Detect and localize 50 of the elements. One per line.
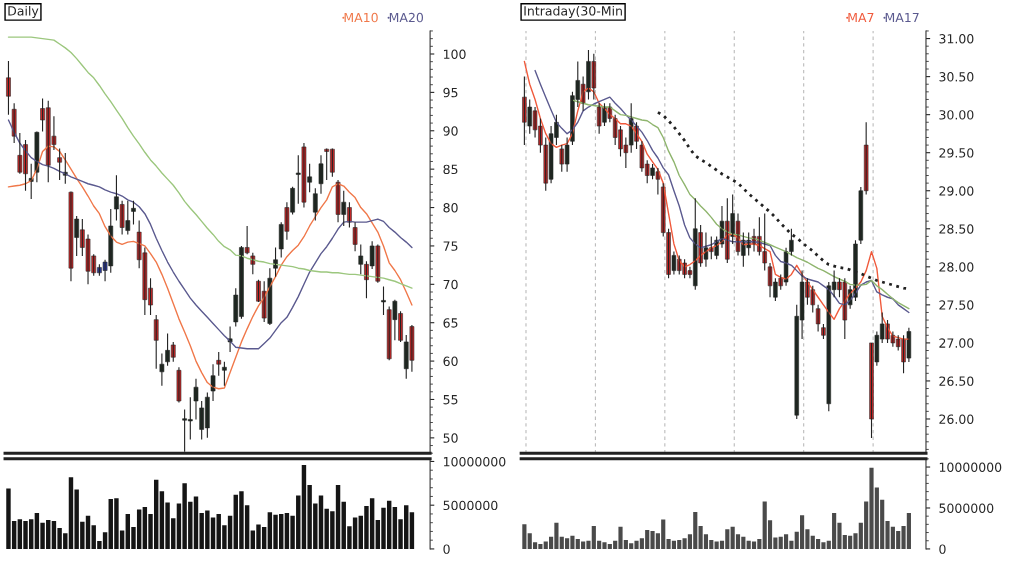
chart-title: Daily bbox=[8, 5, 39, 19]
y-tick-label: 0 bbox=[939, 544, 946, 554]
y-tick-label: 90 bbox=[443, 126, 458, 136]
candlestick bbox=[11, 102, 17, 144]
y-tick-label: 60 bbox=[443, 356, 458, 367]
bar bbox=[409, 512, 415, 549]
bar bbox=[783, 534, 789, 549]
y-tick-label: 10000000 bbox=[443, 456, 506, 467]
y-tick-label: 55 bbox=[443, 395, 458, 405]
candlestick bbox=[216, 351, 222, 377]
y-tick-label: 29.50 bbox=[939, 148, 974, 158]
legend-label: MA7 bbox=[848, 13, 874, 23]
line-series bbox=[7, 36, 413, 289]
candlestick bbox=[222, 361, 227, 387]
y-tick-label: 30.50 bbox=[939, 72, 974, 82]
y-tick-label: 0 bbox=[443, 544, 450, 554]
candlestick bbox=[193, 378, 199, 420]
legend-label: MA20 bbox=[389, 12, 424, 23]
y-tick-label: 75 bbox=[443, 241, 458, 251]
y-tick-label: 26.50 bbox=[939, 376, 974, 386]
y-tick-label: 100 bbox=[443, 49, 466, 59]
legend-label: MA17 bbox=[885, 13, 919, 23]
chart-title: Intraday(30-Min bbox=[524, 5, 622, 19]
candlestick bbox=[381, 286, 386, 316]
bar bbox=[751, 541, 757, 549]
y-tick-label: 28.00 bbox=[939, 262, 974, 272]
y-tick-label: 26.00 bbox=[939, 414, 974, 424]
candlestick bbox=[312, 187, 318, 222]
y-tick-label: 5000000 bbox=[939, 503, 994, 513]
candlestick bbox=[131, 200, 136, 225]
y-tick-label: 95 bbox=[443, 87, 458, 98]
bar bbox=[522, 524, 527, 549]
candlestick bbox=[57, 147, 62, 181]
y-tick-label: 27.00 bbox=[939, 338, 974, 348]
y-tick-label: 27.50 bbox=[939, 300, 974, 310]
y-tick-label: 85 bbox=[443, 164, 458, 175]
y-tick-label: 70 bbox=[443, 279, 458, 290]
candlestick bbox=[6, 60, 11, 116]
y-tick-label: 80 bbox=[443, 203, 458, 213]
y-tick-label: 5000000 bbox=[443, 500, 498, 511]
y-tick-label: 29.00 bbox=[939, 186, 974, 196]
y-tick-label: 65 bbox=[443, 318, 458, 328]
legend-label: MA10 bbox=[344, 12, 378, 23]
y-tick-label: 10000000 bbox=[939, 462, 1002, 472]
y-tick-label: 28.50 bbox=[939, 224, 974, 234]
line-series bbox=[7, 119, 413, 350]
y-tick-label: 30.00 bbox=[939, 110, 974, 120]
candlestick bbox=[250, 252, 256, 275]
y-tick-label: 31.00 bbox=[939, 34, 974, 44]
y-tick-label: 50 bbox=[443, 433, 458, 443]
